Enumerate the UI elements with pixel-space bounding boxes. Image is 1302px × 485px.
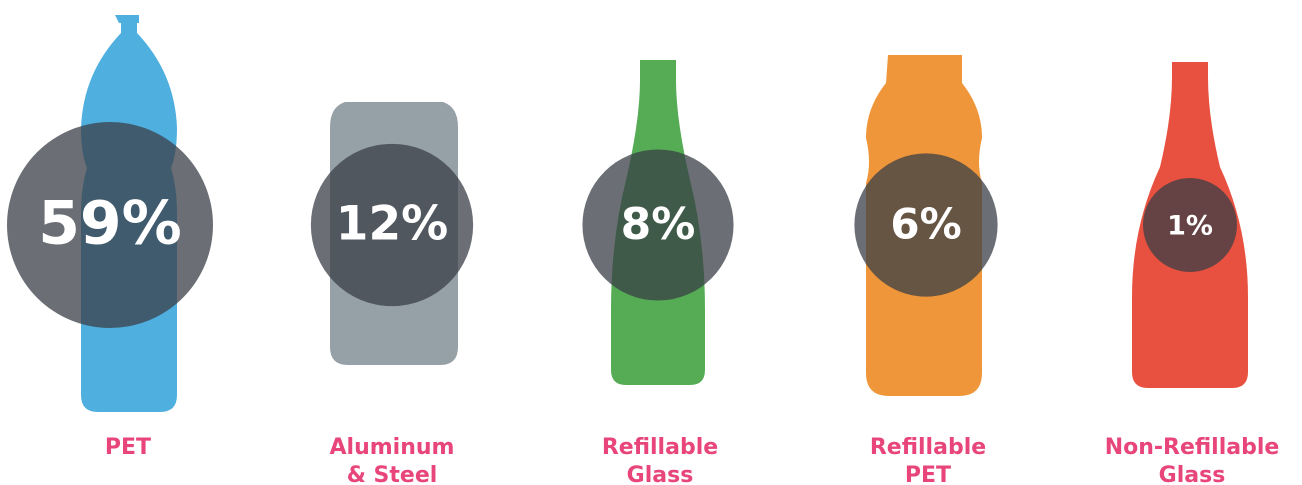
share-circle	[854, 153, 998, 297]
value-label: 6%	[890, 200, 961, 249]
category-label: Aluminum	[330, 435, 455, 460]
share-circle	[310, 143, 474, 307]
share-circle	[7, 122, 213, 328]
category-label: Non-Refillable	[1105, 435, 1280, 460]
category-label: PET	[905, 463, 951, 485]
value-label: 12%	[336, 197, 449, 252]
value-label: 59%	[38, 189, 182, 259]
share-circle	[582, 149, 734, 301]
value-label: 8%	[621, 199, 696, 250]
share-circle	[1143, 178, 1237, 272]
category-label: Refillable	[870, 435, 986, 460]
value-label: 1%	[1167, 211, 1213, 242]
category-label: Glass	[1159, 463, 1226, 485]
category-label: Glass	[627, 463, 694, 485]
category-label: PET	[105, 435, 151, 460]
category-label: Refillable	[602, 435, 718, 460]
category-label: & Steel	[347, 463, 438, 485]
